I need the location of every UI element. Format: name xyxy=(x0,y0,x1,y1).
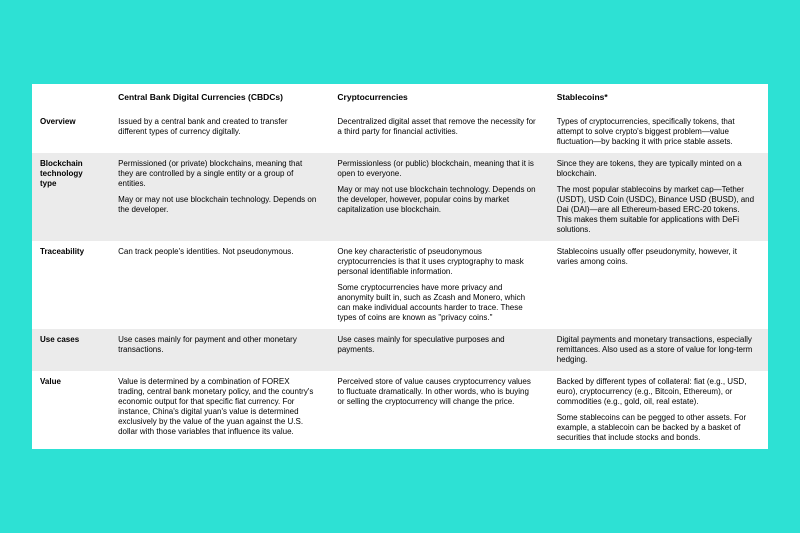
cell-paragraph: May or may not use blockchain technology… xyxy=(118,195,317,215)
table-cell: Issued by a central bank and created to … xyxy=(110,111,329,153)
cell-paragraph: Digital payments and monetary transactio… xyxy=(557,335,756,365)
table-cell: One key characteristic of pseudonymous c… xyxy=(329,241,548,329)
table-row: Use cases Use cases mainly for payment an… xyxy=(32,329,768,371)
row-label: Blockchain technology type xyxy=(32,153,110,241)
cell-paragraph: Value is determined by a combination of … xyxy=(118,377,317,437)
cell-paragraph: One key characteristic of pseudonymous c… xyxy=(337,247,536,277)
table-cell: Digital payments and monetary transactio… xyxy=(549,329,768,371)
col-header-cbdc: Central Bank Digital Currencies (CBDCs) xyxy=(110,84,329,111)
cell-paragraph: Backed by different types of collateral:… xyxy=(557,377,756,407)
table-row: Overview Issued by a central bank and cre… xyxy=(32,111,768,153)
table-cell: Perceived store of value causes cryptocu… xyxy=(329,371,548,449)
table-cell: Use cases mainly for payment and other m… xyxy=(110,329,329,371)
cell-paragraph: Use cases mainly for payment and other m… xyxy=(118,335,317,355)
table-row: ValueValue is determined by a combinatio… xyxy=(32,371,768,449)
table-cell: Since they are tokens, they are typicall… xyxy=(549,153,768,241)
comparison-table: Central Bank Digital Currencies (CBDCs) … xyxy=(32,84,768,449)
table-cell: Value is determined by a combination of … xyxy=(110,371,329,449)
table-cell: Decentralized digital asset that remove … xyxy=(329,111,548,153)
table-cell: Types of cryptocurrencies, specifically … xyxy=(549,111,768,153)
table-row: Blockchain technology type Permissioned (… xyxy=(32,153,768,241)
cell-paragraph: Decentralized digital asset that remove … xyxy=(337,117,536,137)
row-label: Use cases xyxy=(32,329,110,371)
row-label: Traceability xyxy=(32,241,110,329)
cell-paragraph: Some cryptocurrencies have more privacy … xyxy=(337,283,536,323)
col-header-crypto: Cryptocurrencies xyxy=(329,84,548,111)
table-row: Traceability Can track people's identitie… xyxy=(32,241,768,329)
cell-paragraph: Since they are tokens, they are typicall… xyxy=(557,159,756,179)
cell-paragraph: Permissioned (or private) blockchains, m… xyxy=(118,159,317,189)
cell-paragraph: The most popular stablecoins by market c… xyxy=(557,185,756,235)
table-header-row: Central Bank Digital Currencies (CBDCs) … xyxy=(32,84,768,111)
table-cell: Permissioned (or private) blockchains, m… xyxy=(110,153,329,241)
cell-paragraph: Types of cryptocurrencies, specifically … xyxy=(557,117,756,147)
cell-paragraph: Permissionless (or public) blockchain, m… xyxy=(337,159,536,179)
cell-paragraph: Some stablecoins can be pegged to other … xyxy=(557,413,756,443)
cell-paragraph: Issued by a central bank and created to … xyxy=(118,117,317,137)
cell-paragraph: May or may not use blockchain technology… xyxy=(337,185,536,215)
cell-paragraph: Can track people's identities. Not pseud… xyxy=(118,247,317,257)
col-header-empty xyxy=(32,84,110,111)
row-label: Value xyxy=(32,371,110,449)
cell-paragraph: Use cases mainly for speculative purpose… xyxy=(337,335,536,355)
table-cell: Stablecoins usually offer pseudonymity, … xyxy=(549,241,768,329)
row-label: Overview xyxy=(32,111,110,153)
table-cell: Permissionless (or public) blockchain, m… xyxy=(329,153,548,241)
cell-paragraph: Perceived store of value causes cryptocu… xyxy=(337,377,536,407)
col-header-stable: Stablecoins* xyxy=(549,84,768,111)
table-cell: Can track people's identities. Not pseud… xyxy=(110,241,329,329)
table: Central Bank Digital Currencies (CBDCs) … xyxy=(32,84,768,449)
table-cell: Use cases mainly for speculative purpose… xyxy=(329,329,548,371)
table-cell: Backed by different types of collateral:… xyxy=(549,371,768,449)
cell-paragraph: Stablecoins usually offer pseudonymity, … xyxy=(557,247,756,267)
